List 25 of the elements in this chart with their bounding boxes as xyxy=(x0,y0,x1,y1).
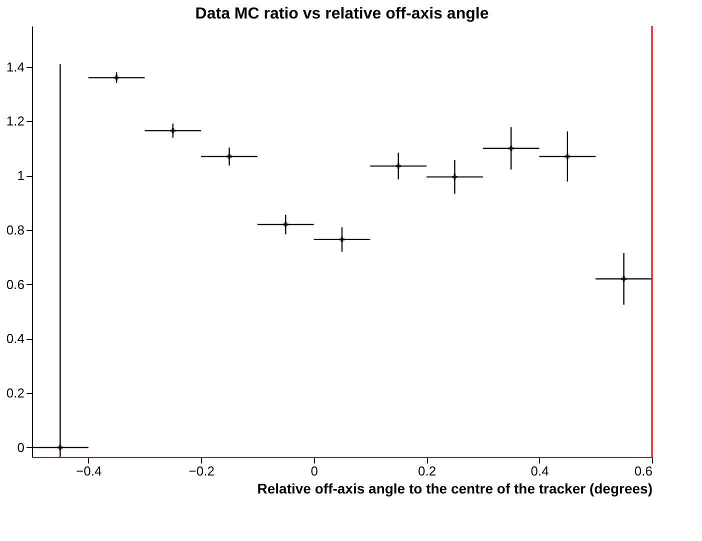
x-tick-label: 0 xyxy=(310,464,318,478)
y-tick-label: 1.2 xyxy=(6,114,24,129)
point xyxy=(226,154,232,160)
point xyxy=(396,163,402,169)
x-tick-label: 0.6 xyxy=(634,464,652,478)
y-tick-label: 0 xyxy=(17,440,24,455)
y-tick-label: 0.8 xyxy=(6,222,24,238)
point xyxy=(564,154,570,160)
y-tick-label: 0.4 xyxy=(6,331,24,346)
point xyxy=(114,74,120,80)
y-tick-label: 0.6 xyxy=(6,276,24,292)
point xyxy=(452,174,458,180)
x-tick-label: −0.4 xyxy=(76,464,102,478)
x-tick-label: 0.4 xyxy=(530,464,549,478)
point xyxy=(508,146,514,152)
y-tick-label: 1.4 xyxy=(6,59,24,74)
x-axis-title: Relative off-axis angle to the centre of the tracker (degrees) xyxy=(257,480,652,496)
y-tick-label: 1 xyxy=(17,168,24,184)
point xyxy=(170,128,176,134)
point xyxy=(57,444,63,450)
point xyxy=(621,276,627,282)
y-tick-label: 0.2 xyxy=(6,386,24,401)
x-tick-label: −0.2 xyxy=(188,464,214,478)
chart-title: Data MC ratio vs relative off-axis angle xyxy=(195,5,489,22)
x-tick-label: 0.2 xyxy=(418,464,436,478)
